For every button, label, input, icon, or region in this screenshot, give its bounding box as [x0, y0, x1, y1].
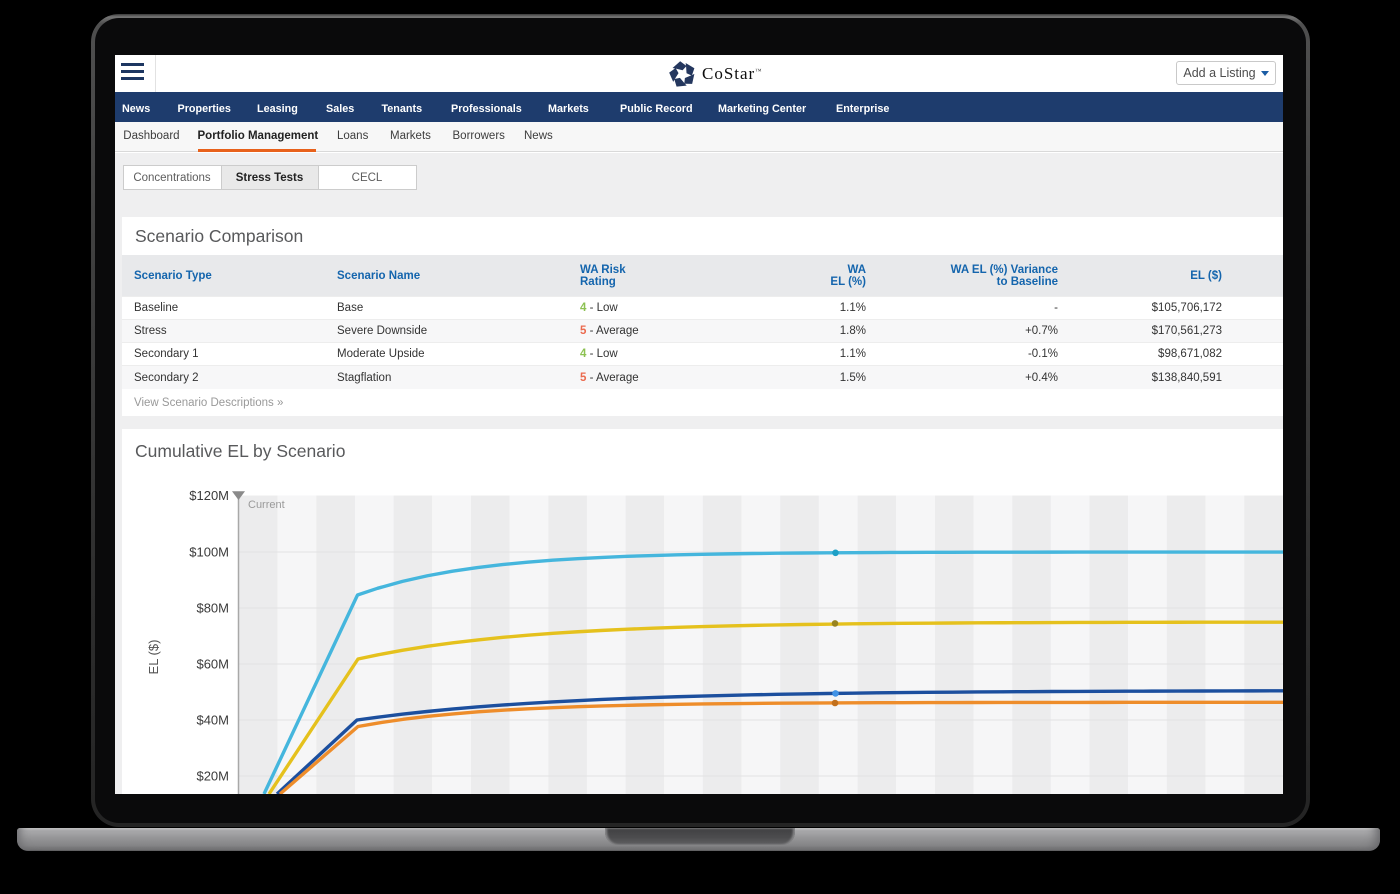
svg-text:$80M: $80M [196, 601, 229, 616]
svg-text:$60M: $60M [196, 657, 229, 672]
svg-text:EL ($): EL ($) [146, 640, 161, 675]
svg-text:$100M: $100M [189, 545, 229, 560]
svg-text:$120M: $120M [189, 488, 229, 503]
svg-text:Current: Current [248, 499, 285, 511]
svg-text:$40M: $40M [196, 713, 229, 728]
svg-text:$20M: $20M [196, 769, 229, 784]
